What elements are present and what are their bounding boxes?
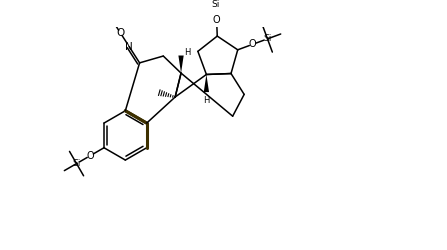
Text: O: O (249, 39, 257, 49)
Text: H: H (185, 48, 191, 57)
Polygon shape (178, 56, 184, 73)
Text: O: O (117, 28, 125, 38)
Text: N: N (125, 42, 133, 51)
Text: Si: Si (263, 34, 272, 43)
Text: Si: Si (72, 159, 81, 168)
Text: O: O (86, 151, 94, 161)
Text: Si: Si (212, 0, 220, 9)
Text: O: O (213, 15, 220, 25)
Polygon shape (204, 74, 209, 92)
Text: H: H (203, 96, 210, 106)
